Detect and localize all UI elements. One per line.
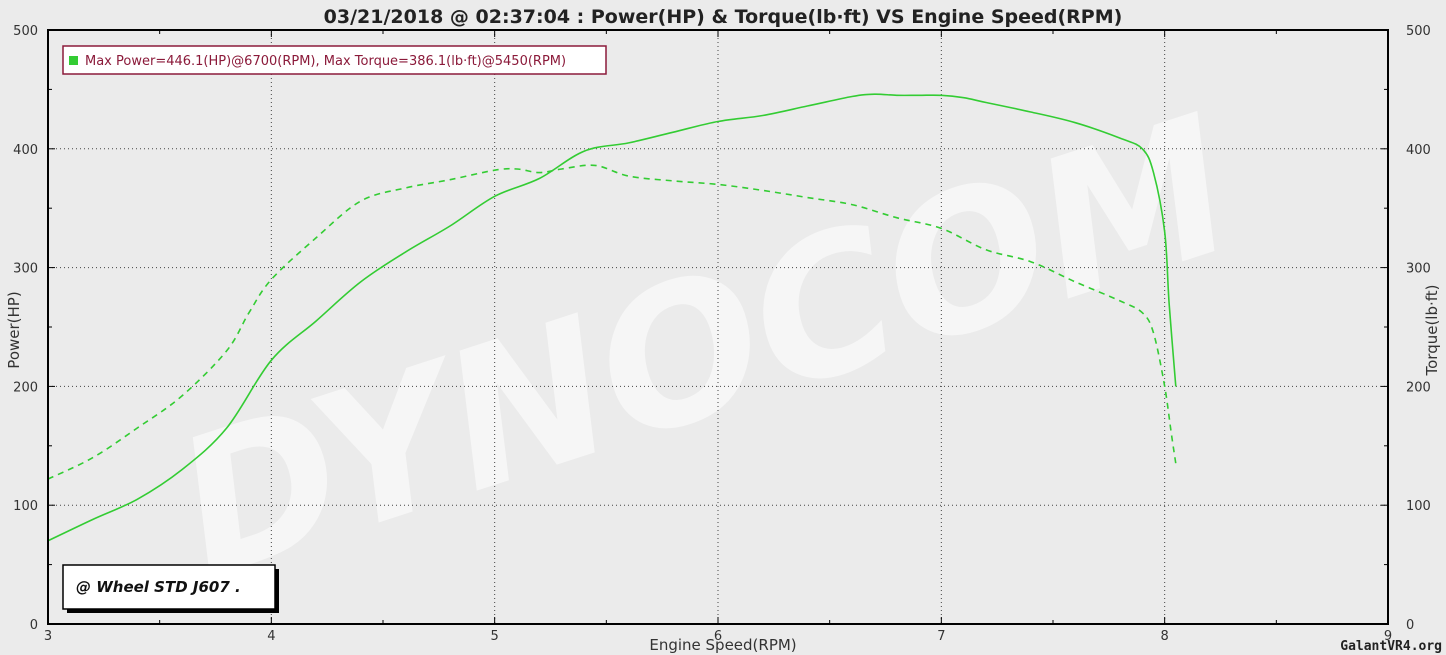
left-axis-label: Power(HP) <box>5 291 23 368</box>
chart-title: 03/21/2018 @ 02:37:04 : Power(HP) & Torq… <box>324 6 1123 28</box>
condition-box-frame <box>62 564 276 610</box>
x-tick-label: 5 <box>491 629 499 644</box>
x-axis-label: Engine Speed(RPM) <box>649 636 796 654</box>
watermark-text: DYNOCOM <box>152 74 1258 621</box>
x-tick-label: 8 <box>1161 629 1169 644</box>
right-tick-label: 100 <box>1406 499 1431 514</box>
left-tick-label: 300 <box>13 262 38 277</box>
series-layer <box>47 93 1177 542</box>
x-tick-label: 6 <box>714 629 722 644</box>
legend-swatch <box>69 56 78 65</box>
right-tick-label: 0 <box>1406 618 1414 633</box>
right-tick-label: 500 <box>1406 24 1431 39</box>
x-tick-label: 7 <box>937 629 945 644</box>
legend-box <box>62 45 607 75</box>
condition-box: @ Wheel STD J607 . <box>62 564 279 613</box>
left-tick-label: 400 <box>13 143 38 158</box>
x-tick-label: 9 <box>1384 629 1392 644</box>
left-tick-label: 100 <box>13 499 38 514</box>
legend-text: Max Power=446.1(HP)@6700(RPM), Max Torqu… <box>85 54 566 69</box>
plot-frame <box>47 29 1389 625</box>
left-tick-label: 0 <box>30 618 38 633</box>
x-tick-label: 4 <box>267 629 275 644</box>
right-tick-label: 200 <box>1406 380 1431 395</box>
credit-text: GalantVR4.org <box>1340 639 1442 654</box>
condition-label: @ Wheel STD J607 . <box>76 578 241 596</box>
right-axis-label: Torque(lb·ft) <box>1423 284 1441 376</box>
left-tick-label: 200 <box>13 380 38 395</box>
right-tick-label: 400 <box>1406 143 1431 158</box>
x-tick-label: 3 <box>44 629 52 644</box>
left-tick-label: 500 <box>13 24 38 39</box>
series-line-torque <box>47 164 1177 480</box>
right-tick-label: 300 <box>1406 262 1431 277</box>
legend: Max Power=446.1(HP)@6700(RPM), Max Torqu… <box>62 45 607 75</box>
series-line-power <box>47 93 1177 542</box>
